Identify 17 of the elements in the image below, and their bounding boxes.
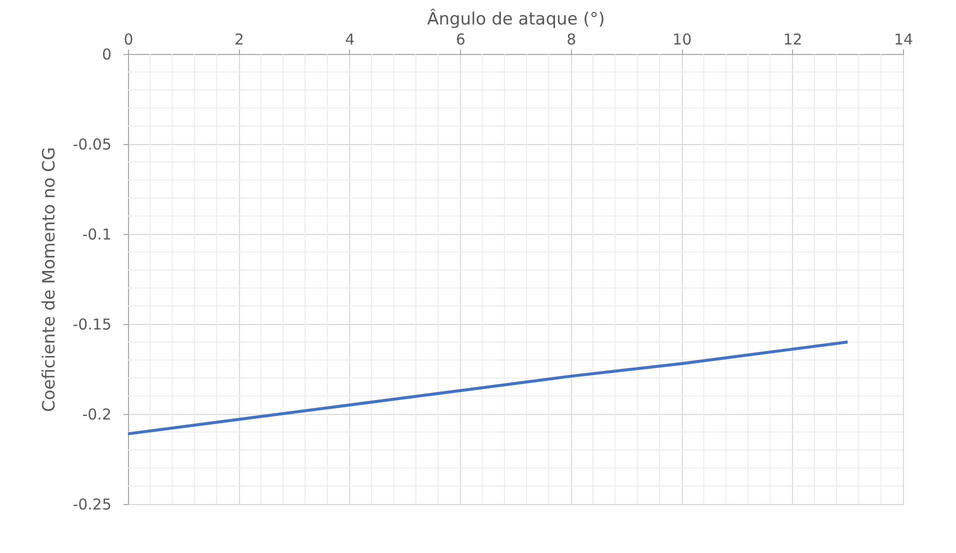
x-tick-label: 4 (345, 30, 355, 48)
x-tick-label: 2 (234, 30, 244, 48)
x-axis-title: Ângulo de ataque (°) (427, 8, 605, 30)
y-tick-label: 0 (102, 46, 112, 64)
x-tick-label: 12 (783, 30, 802, 48)
line-series (126, 340, 850, 436)
x-tick-label: 10 (672, 30, 692, 48)
x-tick-label: 14 (894, 30, 914, 48)
y-tick-label: -0.05 (72, 136, 112, 154)
y-tick-label: -0.25 (72, 496, 112, 514)
x-tick-label: 8 (566, 30, 576, 48)
y-axis-title: Coeficiente de Momento no CG (40, 147, 60, 412)
x-tick-label: 0 (124, 30, 134, 48)
y-tick-label: -0.1 (82, 226, 112, 244)
y-tick-label: -0.15 (72, 316, 112, 334)
x-tick-label: 6 (456, 30, 466, 48)
y-tick-label: -0.2 (82, 406, 112, 424)
